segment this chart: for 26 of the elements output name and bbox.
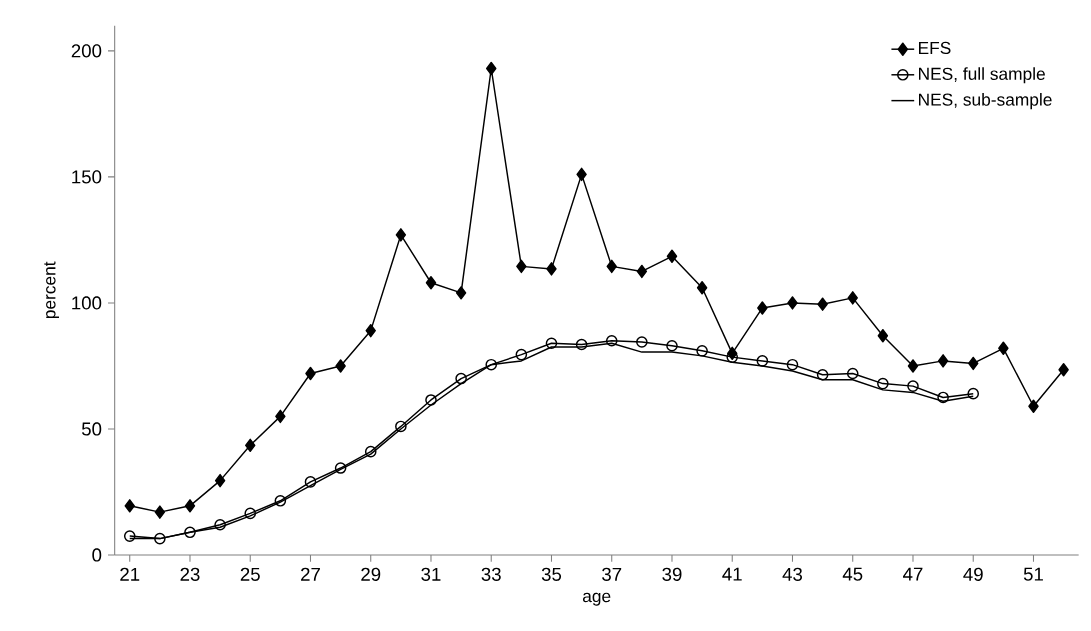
x-tick-label: 31 — [421, 567, 441, 581]
y-tick-label: 0 — [92, 548, 102, 562]
x-tick-label: 47 — [903, 567, 923, 581]
x-tick-label: 41 — [722, 567, 742, 581]
x-tick-label: 21 — [120, 567, 140, 581]
x-tick-label: 37 — [602, 567, 622, 581]
x-tick-label: 43 — [782, 567, 803, 581]
y-tick-label: 50 — [81, 422, 102, 436]
x-tick-label: 27 — [301, 567, 320, 581]
legend-label: NES, full sample — [919, 67, 1045, 84]
x-tick-label: 45 — [842, 567, 863, 581]
x-tick-label: 33 — [481, 567, 501, 581]
x-tick-label: 39 — [662, 567, 682, 581]
legend-label: NES, sub-sample — [919, 93, 1052, 110]
x-tick-label: 23 — [180, 567, 200, 581]
x-axis-title: age — [582, 592, 611, 606]
y-tick-label: 150 — [72, 170, 102, 184]
x-tick-label: 25 — [240, 567, 260, 581]
x-tick-label: 51 — [1023, 567, 1043, 581]
x-tick-label: 49 — [963, 567, 983, 581]
y-tick-label: 200 — [71, 44, 102, 58]
x-tick-label: 29 — [361, 567, 381, 581]
legend-label: EFS — [919, 41, 951, 55]
x-tick-label: 35 — [541, 567, 562, 581]
y-axis-title: percent — [44, 261, 59, 319]
y-tick-label: 100 — [72, 296, 102, 310]
